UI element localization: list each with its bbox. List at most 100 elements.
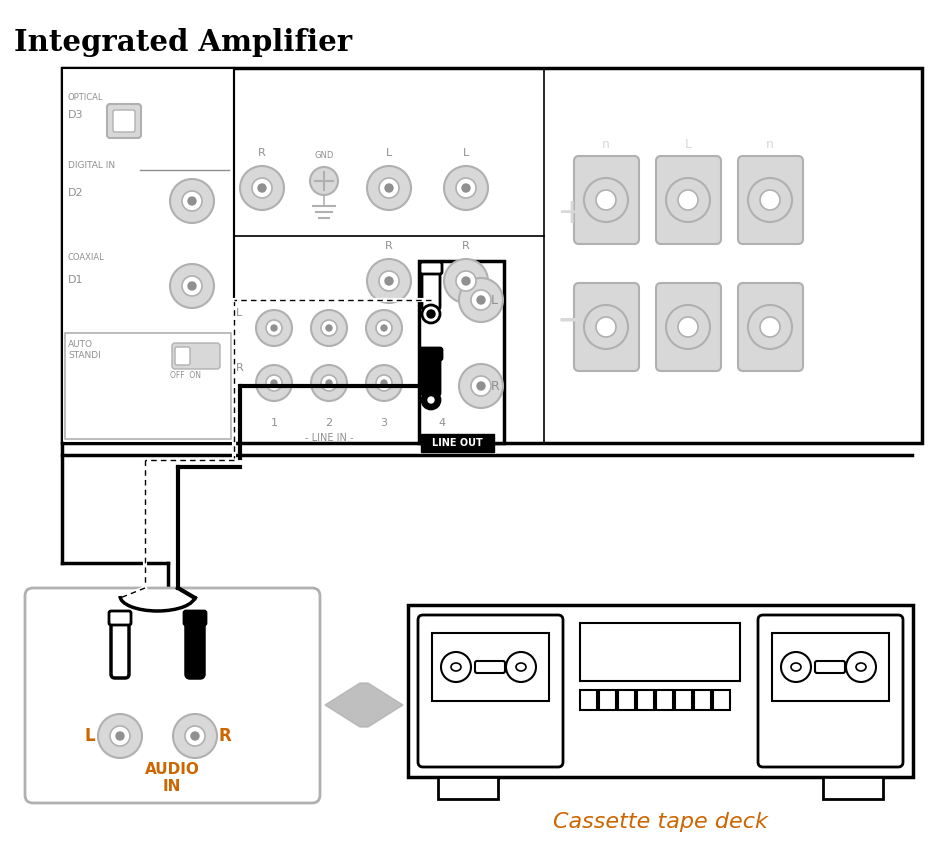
Text: R: R: [462, 241, 470, 251]
Text: D1: D1: [68, 275, 84, 285]
Circle shape: [240, 166, 284, 210]
Circle shape: [760, 317, 780, 337]
Text: D3: D3: [68, 110, 84, 120]
Bar: [772, 633, 889, 701]
Bar: [62, 68, 234, 443]
Circle shape: [459, 278, 503, 322]
Circle shape: [366, 365, 402, 401]
Circle shape: [271, 325, 277, 331]
FancyBboxPatch shape: [574, 283, 639, 371]
Text: R: R: [491, 380, 500, 392]
Text: COAXIAL: COAXIAL: [68, 253, 104, 262]
Circle shape: [444, 166, 488, 210]
Circle shape: [379, 271, 399, 291]
Text: L: L: [684, 138, 692, 151]
Circle shape: [422, 391, 440, 409]
FancyBboxPatch shape: [175, 347, 190, 365]
Text: 1: 1: [270, 418, 278, 428]
Text: GND: GND: [314, 151, 334, 160]
Bar: [421, 434, 494, 452]
Text: R: R: [385, 241, 393, 251]
Bar: [823, 777, 883, 799]
FancyBboxPatch shape: [186, 623, 204, 678]
Text: R: R: [258, 148, 266, 158]
Circle shape: [266, 375, 282, 391]
Circle shape: [367, 166, 411, 210]
Circle shape: [428, 397, 434, 403]
Circle shape: [311, 310, 347, 346]
Text: L: L: [85, 727, 95, 745]
Circle shape: [477, 382, 485, 390]
Circle shape: [427, 310, 435, 318]
Circle shape: [98, 714, 142, 758]
Bar: [675, 690, 692, 710]
Circle shape: [666, 178, 710, 222]
Bar: [637, 690, 654, 710]
Text: n: n: [602, 138, 610, 151]
Circle shape: [311, 365, 347, 401]
Circle shape: [321, 320, 337, 336]
Text: L: L: [463, 148, 469, 158]
FancyBboxPatch shape: [738, 283, 803, 371]
Text: OPTICAL: OPTICAL: [68, 93, 103, 102]
Bar: [656, 690, 673, 710]
Circle shape: [188, 282, 196, 290]
Bar: [432, 633, 549, 701]
Circle shape: [678, 190, 698, 210]
Bar: [580, 690, 597, 710]
Circle shape: [326, 325, 332, 331]
Circle shape: [596, 190, 616, 210]
Text: R: R: [219, 727, 231, 745]
Text: OFF  ON: OFF ON: [170, 371, 201, 380]
Bar: [419, 261, 504, 443]
FancyBboxPatch shape: [107, 104, 141, 138]
Circle shape: [182, 191, 202, 211]
Circle shape: [367, 259, 411, 303]
Circle shape: [321, 375, 337, 391]
Text: L: L: [491, 294, 498, 306]
Circle shape: [760, 190, 780, 210]
FancyBboxPatch shape: [113, 110, 135, 132]
Circle shape: [170, 264, 214, 308]
Text: −: −: [556, 300, 591, 342]
Circle shape: [748, 305, 792, 349]
Circle shape: [456, 271, 476, 291]
Circle shape: [471, 376, 491, 396]
Text: Integrated Amplifier: Integrated Amplifier: [14, 28, 352, 57]
Bar: [599, 690, 616, 710]
Circle shape: [173, 714, 217, 758]
Circle shape: [379, 178, 399, 198]
Circle shape: [366, 310, 402, 346]
Circle shape: [256, 365, 292, 401]
FancyBboxPatch shape: [111, 623, 129, 678]
Circle shape: [310, 167, 338, 195]
Circle shape: [477, 296, 485, 304]
Circle shape: [376, 375, 392, 391]
Circle shape: [459, 364, 503, 408]
Circle shape: [678, 317, 698, 337]
FancyBboxPatch shape: [422, 358, 440, 396]
Bar: [408, 605, 913, 777]
Circle shape: [256, 310, 292, 346]
Circle shape: [326, 380, 332, 386]
Text: 3: 3: [380, 418, 388, 428]
FancyBboxPatch shape: [574, 156, 639, 244]
Text: Cassette tape deck: Cassette tape deck: [553, 812, 767, 832]
FancyBboxPatch shape: [420, 262, 442, 274]
Circle shape: [748, 178, 792, 222]
Text: D2: D2: [68, 188, 84, 198]
Text: AUDIO
IN: AUDIO IN: [144, 762, 199, 794]
Text: L: L: [236, 308, 242, 318]
Text: - LINE IN -: - LINE IN -: [305, 433, 353, 443]
FancyBboxPatch shape: [656, 283, 721, 371]
FancyBboxPatch shape: [418, 615, 563, 767]
Circle shape: [385, 277, 393, 285]
Text: 4: 4: [438, 418, 445, 428]
Circle shape: [266, 320, 282, 336]
Bar: [438, 777, 498, 799]
FancyBboxPatch shape: [184, 611, 206, 625]
Circle shape: [252, 178, 272, 198]
Circle shape: [182, 276, 202, 296]
Text: LINE OUT: LINE OUT: [432, 438, 483, 448]
Bar: [618, 690, 635, 710]
